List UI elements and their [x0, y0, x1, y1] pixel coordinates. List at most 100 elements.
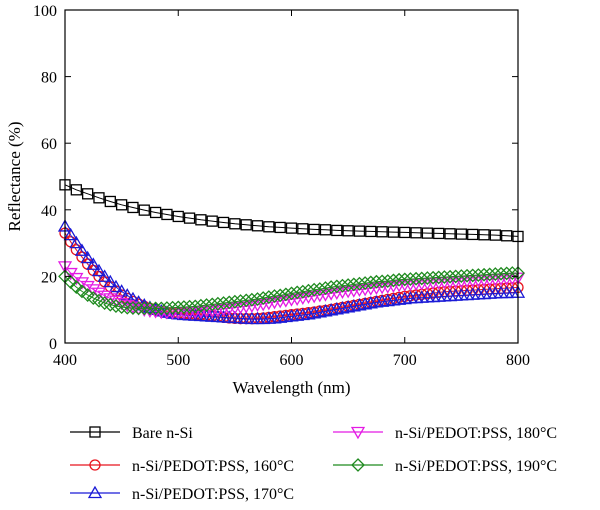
legend-item-n-si-pedot-pss-160-c: n-Si/PEDOT:PSS, 160°C	[70, 458, 294, 475]
data-point-n-si-pedot-pss-190-c	[499, 266, 514, 281]
data-point-n-si-pedot-pss-170-c	[74, 243, 90, 256]
data-point-n-si-pedot-pss-180-c	[120, 299, 135, 313]
x-axis-label: Wavelength (nm)	[232, 378, 350, 397]
data-point-n-si-pedot-pss-180-c	[91, 287, 107, 301]
legend-label: n-Si/PEDOT:PSS, 190°C	[395, 458, 557, 475]
data-point-bare-n-si	[365, 225, 377, 238]
data-point-n-si-pedot-pss-190-c	[103, 297, 118, 312]
data-point-n-si-pedot-pss-190-c	[471, 268, 486, 282]
data-point-n-si-pedot-pss-190-c	[369, 274, 384, 289]
data-point-n-si-pedot-pss-170-c	[69, 235, 84, 249]
data-point-n-si-pedot-pss-190-c	[131, 301, 146, 316]
data-point-n-si-pedot-pss-170-c	[341, 300, 356, 313]
data-point-bare-n-si	[183, 212, 196, 224]
legend-item-n-si-pedot-pss-170-c: n-Si/PEDOT:PSS, 170°C	[70, 485, 294, 503]
data-point-n-si-pedot-pss-190-c	[318, 281, 333, 295]
data-point-n-si-pedot-pss-170-c	[307, 306, 322, 319]
data-point-n-si-pedot-pss-190-c	[126, 301, 140, 315]
data-point-n-si-pedot-pss-190-c	[329, 279, 344, 294]
data-point-n-si-pedot-pss-190-c	[358, 276, 373, 290]
x-tick-label: 400	[53, 352, 77, 369]
data-point-bare-n-si	[342, 225, 354, 237]
data-point-n-si-pedot-pss-170-c	[312, 305, 327, 318]
data-point-n-si-pedot-pss-190-c	[109, 299, 123, 313]
legend-item-n-si-pedot-pss-190-c: n-Si/PEDOT:PSS, 190°C	[333, 458, 557, 475]
data-point-bare-n-si	[240, 219, 252, 231]
data-point-n-si-pedot-pss-190-c	[295, 284, 310, 299]
data-point-n-si-pedot-pss-170-c	[363, 296, 378, 309]
data-point-bare-n-si	[308, 223, 320, 236]
series-n-si-pedot-pss-170-c	[57, 219, 526, 325]
data-point-n-si-pedot-pss-190-c	[278, 287, 293, 302]
data-point-n-si-pedot-pss-170-c	[103, 274, 118, 288]
data-point-n-si-pedot-pss-190-c	[352, 276, 367, 291]
data-point-n-si-pedot-pss-190-c	[267, 289, 282, 303]
data-point-n-si-pedot-pss-190-c	[250, 292, 265, 306]
data-point-n-si-pedot-pss-180-c	[86, 284, 101, 297]
legend-marker	[350, 426, 366, 440]
data-point-n-si-pedot-pss-190-c	[437, 270, 452, 284]
data-point-n-si-pedot-pss-180-c	[80, 280, 95, 294]
data-point-n-si-pedot-pss-190-c	[460, 268, 474, 283]
data-point-bare-n-si	[489, 229, 502, 241]
legend-label: n-Si/PEDOT:PSS, 180°C	[395, 425, 557, 442]
data-point-n-si-pedot-pss-190-c	[465, 268, 480, 283]
x-tick-label: 600	[280, 352, 304, 369]
data-point-n-si-pedot-pss-190-c	[193, 298, 208, 313]
data-point-n-si-pedot-pss-190-c	[69, 280, 84, 294]
data-point-n-si-pedot-pss-170-c	[324, 303, 339, 316]
data-point-n-si-pedot-pss-190-c	[363, 275, 378, 290]
data-point-n-si-pedot-pss-190-c	[341, 278, 356, 292]
data-point-n-si-pedot-pss-190-c	[143, 301, 157, 316]
data-point-n-si-pedot-pss-190-c	[290, 285, 305, 300]
series-layer	[57, 179, 526, 325]
data-point-bare-n-si	[399, 226, 411, 239]
data-point-bare-n-si	[251, 220, 264, 232]
data-point-bare-n-si	[274, 221, 286, 234]
data-point-n-si-pedot-pss-190-c	[346, 277, 361, 292]
data-point-n-si-pedot-pss-170-c	[335, 301, 350, 314]
data-point-bare-n-si	[229, 218, 241, 230]
data-point-n-si-pedot-pss-190-c	[244, 292, 259, 307]
y-axis-label: Reflectance (%)	[5, 122, 24, 232]
data-point-n-si-pedot-pss-190-c	[171, 300, 186, 315]
axis-ticks: 400 500 600 700 800 0 20 40 60 80 100	[33, 3, 530, 369]
data-point-n-si-pedot-pss-190-c	[137, 301, 152, 316]
data-point-n-si-pedot-pss-190-c	[454, 269, 469, 283]
data-point-bare-n-si	[353, 225, 366, 237]
data-point-n-si-pedot-pss-190-c	[273, 288, 288, 303]
data-point-bare-n-si	[455, 228, 468, 240]
data-point-bare-n-si	[285, 222, 298, 234]
data-point-n-si-pedot-pss-190-c	[380, 274, 395, 288]
data-point-bare-n-si	[127, 201, 139, 214]
data-point-n-si-pedot-pss-190-c	[397, 272, 412, 287]
data-point-n-si-pedot-pss-190-c	[443, 269, 457, 284]
data-point-bare-n-si	[149, 206, 162, 219]
y-tick-label: 100	[33, 3, 57, 20]
data-point-n-si-pedot-pss-190-c	[199, 298, 214, 312]
y-tick-label: 20	[41, 269, 57, 286]
legend-item-n-si-pedot-pss-180-c: n-Si/PEDOT:PSS, 180°C	[333, 425, 557, 442]
data-point-n-si-pedot-pss-190-c	[120, 300, 135, 315]
data-point-bare-n-si	[467, 228, 479, 241]
y-tick-label: 0	[49, 336, 57, 353]
data-point-n-si-pedot-pss-190-c	[488, 267, 503, 281]
data-point-bare-n-si	[263, 221, 275, 233]
data-point-n-si-pedot-pss-190-c	[165, 300, 180, 315]
data-point-bare-n-si	[433, 227, 445, 240]
data-point-n-si-pedot-pss-190-c	[216, 296, 231, 310]
data-point-bare-n-si	[376, 226, 388, 238]
data-point-bare-n-si	[161, 208, 173, 221]
legend-label: Bare n-Si	[132, 425, 193, 442]
data-point-n-si-pedot-pss-190-c	[482, 267, 497, 282]
data-point-bare-n-si	[387, 226, 400, 238]
series-n-si-pedot-pss-190-c	[58, 266, 525, 316]
data-point-n-si-pedot-pss-190-c	[392, 272, 407, 287]
data-point-n-si-pedot-pss-190-c	[261, 290, 276, 304]
data-point-bare-n-si	[70, 184, 82, 196]
data-point-n-si-pedot-pss-190-c	[239, 293, 254, 308]
data-point-n-si-pedot-pss-170-c	[91, 263, 107, 277]
legend-label: n-Si/PEDOT:PSS, 160°C	[132, 458, 294, 475]
data-point-n-si-pedot-pss-190-c	[284, 286, 299, 301]
